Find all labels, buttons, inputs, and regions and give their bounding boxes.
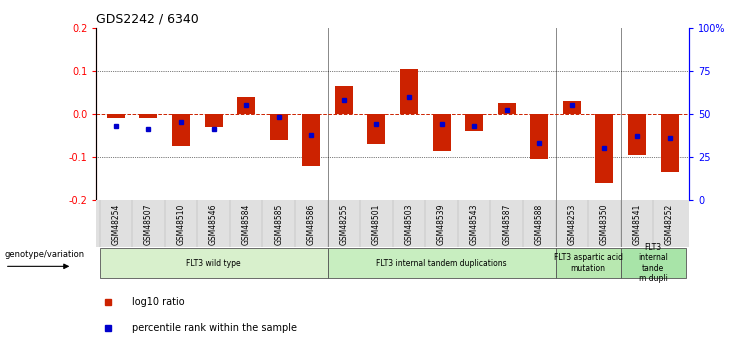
Text: GSM48541: GSM48541 xyxy=(633,204,642,245)
Bar xyxy=(172,114,190,146)
Text: GSM48588: GSM48588 xyxy=(535,204,544,245)
Bar xyxy=(465,114,483,131)
Text: GSM48584: GSM48584 xyxy=(242,204,250,245)
Bar xyxy=(270,114,288,140)
Text: GSM48510: GSM48510 xyxy=(176,204,185,245)
Bar xyxy=(498,103,516,114)
Text: FLT3 aspartic acid
mutation: FLT3 aspartic acid mutation xyxy=(554,253,622,273)
Text: GSM48254: GSM48254 xyxy=(111,204,120,245)
Text: GSM48587: GSM48587 xyxy=(502,204,511,245)
Bar xyxy=(596,114,614,183)
Text: GSM48507: GSM48507 xyxy=(144,204,153,245)
Text: GSM48501: GSM48501 xyxy=(372,204,381,245)
Bar xyxy=(302,114,320,166)
Bar xyxy=(328,248,556,278)
Text: GSM48252: GSM48252 xyxy=(665,204,674,245)
Text: GSM48350: GSM48350 xyxy=(600,204,609,245)
Bar xyxy=(621,248,686,278)
Text: GSM48586: GSM48586 xyxy=(307,204,316,245)
Bar xyxy=(139,114,157,118)
Text: FLT3 wild type: FLT3 wild type xyxy=(186,258,241,268)
Bar xyxy=(433,114,451,150)
Text: GSM48255: GSM48255 xyxy=(339,204,348,245)
Text: GSM48503: GSM48503 xyxy=(405,204,413,245)
Bar xyxy=(205,114,222,127)
Text: GSM48546: GSM48546 xyxy=(209,204,218,245)
Bar xyxy=(99,248,328,278)
Text: FLT3 internal tandem duplications: FLT3 internal tandem duplications xyxy=(376,258,507,268)
Text: percentile rank within the sample: percentile rank within the sample xyxy=(132,323,297,333)
Text: FLT3
internal
tande
m dupli: FLT3 internal tande m dupli xyxy=(638,243,668,283)
Bar xyxy=(531,114,548,159)
Bar xyxy=(335,86,353,114)
Text: GSM48543: GSM48543 xyxy=(470,204,479,245)
Bar xyxy=(661,114,679,172)
Text: GDS2242 / 6340: GDS2242 / 6340 xyxy=(96,12,199,25)
Bar xyxy=(556,248,621,278)
Text: genotype/variation: genotype/variation xyxy=(5,250,85,259)
Bar xyxy=(368,114,385,144)
Text: GSM48539: GSM48539 xyxy=(437,204,446,245)
Bar xyxy=(563,101,581,114)
Bar xyxy=(628,114,646,155)
Text: GSM48585: GSM48585 xyxy=(274,204,283,245)
Text: GSM48253: GSM48253 xyxy=(568,204,576,245)
Bar xyxy=(107,114,124,118)
Bar xyxy=(237,98,255,114)
Bar xyxy=(400,69,418,114)
Text: log10 ratio: log10 ratio xyxy=(132,297,185,307)
